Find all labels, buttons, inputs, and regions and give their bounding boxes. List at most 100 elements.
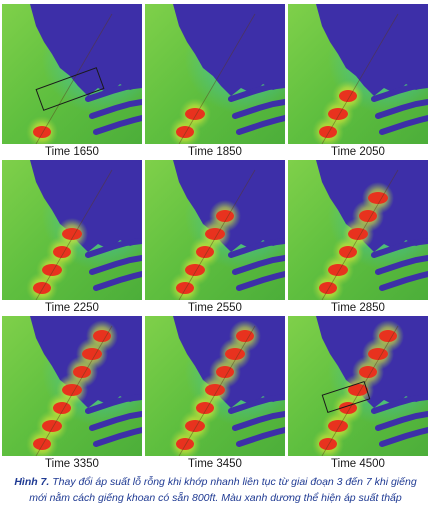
time-label: Time 1850 bbox=[188, 146, 242, 158]
pressure-map bbox=[2, 316, 142, 456]
pressure-panel: Time 1650 bbox=[2, 4, 142, 160]
wellbore-line bbox=[178, 325, 256, 456]
low-pressure-fracture bbox=[85, 82, 142, 102]
high-pressure-stage bbox=[205, 228, 225, 240]
high-pressure-stage bbox=[33, 438, 51, 450]
low-pressure-fracture bbox=[85, 394, 142, 414]
high-pressure-stage bbox=[82, 348, 102, 360]
time-label: Time 2050 bbox=[331, 146, 385, 158]
low-pressure-fracture bbox=[375, 99, 428, 119]
pressure-map bbox=[145, 316, 285, 456]
wellbore-line bbox=[178, 169, 256, 300]
low-pressure-fracture bbox=[228, 82, 285, 102]
high-pressure-stage bbox=[196, 402, 214, 414]
high-pressure-stage bbox=[216, 210, 234, 222]
high-pressure-stage bbox=[93, 330, 111, 342]
panel-grid: Time 1650 Time 1850 Time 2050 Time 2250 Time… bbox=[2, 4, 428, 472]
high-pressure-stage bbox=[62, 228, 82, 240]
pressure-panel: Time 2050 bbox=[288, 4, 428, 160]
caption-prefix: Hình 7. bbox=[14, 476, 50, 488]
high-pressure-stage bbox=[53, 402, 71, 414]
time-label: Time 3450 bbox=[188, 458, 242, 470]
pressure-map bbox=[2, 4, 142, 144]
wellbore-line bbox=[321, 169, 399, 300]
low-pressure-fracture bbox=[232, 411, 285, 431]
high-pressure-stage bbox=[328, 420, 348, 432]
low-pressure-fracture bbox=[85, 238, 142, 258]
high-pressure-stage bbox=[348, 384, 368, 396]
low-pressure-fracture bbox=[89, 411, 142, 431]
wellbore-line bbox=[35, 13, 113, 144]
low-pressure-fracture bbox=[379, 115, 428, 135]
low-pressure-region bbox=[173, 4, 285, 96]
highlight-box bbox=[321, 381, 371, 413]
high-pressure-stage bbox=[368, 192, 388, 204]
caption-text: Thay đổi áp suất lỗ rỗng khi khớp nhanh … bbox=[29, 476, 417, 504]
pressure-panel: Time 2550 bbox=[145, 160, 285, 316]
pressure-map bbox=[2, 160, 142, 300]
figure-caption: Hình 7. Thay đổi áp suất lỗ rỗng khi khớ… bbox=[6, 474, 425, 506]
low-pressure-fracture bbox=[89, 255, 142, 275]
high-pressure-stage bbox=[328, 108, 348, 120]
low-pressure-fracture bbox=[371, 238, 428, 258]
high-pressure-stage bbox=[236, 330, 254, 342]
pressure-map bbox=[288, 4, 428, 144]
high-pressure-stage bbox=[176, 126, 194, 138]
high-pressure-stage bbox=[328, 264, 348, 276]
pressure-panel: Time 3450 bbox=[145, 316, 285, 472]
pressure-map bbox=[288, 316, 428, 456]
time-label: Time 1650 bbox=[45, 146, 99, 158]
wellbore-line bbox=[321, 325, 399, 456]
time-label: Time 3350 bbox=[45, 458, 99, 470]
high-pressure-stage bbox=[42, 420, 62, 432]
pressure-map bbox=[288, 160, 428, 300]
low-pressure-fracture bbox=[228, 394, 285, 414]
high-pressure-stage bbox=[196, 246, 214, 258]
low-pressure-fracture bbox=[93, 271, 142, 291]
high-pressure-stage bbox=[33, 126, 51, 138]
highlight-box bbox=[35, 67, 105, 111]
high-pressure-stage bbox=[319, 282, 337, 294]
pressure-map bbox=[145, 160, 285, 300]
high-pressure-stage bbox=[379, 330, 397, 342]
high-pressure-stage bbox=[73, 366, 91, 378]
low-pressure-fracture bbox=[89, 99, 142, 119]
low-pressure-region bbox=[316, 4, 428, 96]
wellbore-line bbox=[35, 325, 113, 456]
low-pressure-fracture bbox=[93, 427, 142, 447]
low-pressure-fracture bbox=[236, 427, 285, 447]
high-pressure-stage bbox=[339, 246, 357, 258]
high-pressure-stage bbox=[185, 264, 205, 276]
high-pressure-stage bbox=[225, 348, 245, 360]
low-pressure-fracture bbox=[93, 115, 142, 135]
high-pressure-stage bbox=[359, 210, 377, 222]
high-pressure-stage bbox=[339, 402, 357, 414]
pressure-panel: Time 2850 bbox=[288, 160, 428, 316]
high-pressure-stage bbox=[319, 126, 337, 138]
high-pressure-stage bbox=[33, 282, 51, 294]
low-pressure-fracture bbox=[375, 255, 428, 275]
high-pressure-stage bbox=[339, 90, 357, 102]
low-pressure-fracture bbox=[236, 115, 285, 135]
time-label: Time 2250 bbox=[45, 302, 99, 314]
time-label: Time 2550 bbox=[188, 302, 242, 314]
low-pressure-fracture bbox=[379, 427, 428, 447]
high-pressure-stage bbox=[176, 438, 194, 450]
high-pressure-stage bbox=[368, 348, 388, 360]
low-pressure-region bbox=[30, 160, 142, 252]
high-pressure-stage bbox=[205, 384, 225, 396]
low-pressure-fracture bbox=[371, 394, 428, 414]
wellbore-line bbox=[35, 169, 113, 300]
low-pressure-fracture bbox=[236, 271, 285, 291]
high-pressure-stage bbox=[176, 282, 194, 294]
low-pressure-region bbox=[30, 4, 142, 96]
low-pressure-fracture bbox=[379, 271, 428, 291]
high-pressure-stage bbox=[185, 108, 205, 120]
pressure-panel: Time 3350 bbox=[2, 316, 142, 472]
high-pressure-stage bbox=[53, 246, 71, 258]
high-pressure-stage bbox=[359, 366, 377, 378]
wellbore-line bbox=[321, 13, 399, 144]
wellbore-line bbox=[178, 13, 256, 144]
low-pressure-fracture bbox=[232, 99, 285, 119]
pressure-panel: Time 2250 bbox=[2, 160, 142, 316]
